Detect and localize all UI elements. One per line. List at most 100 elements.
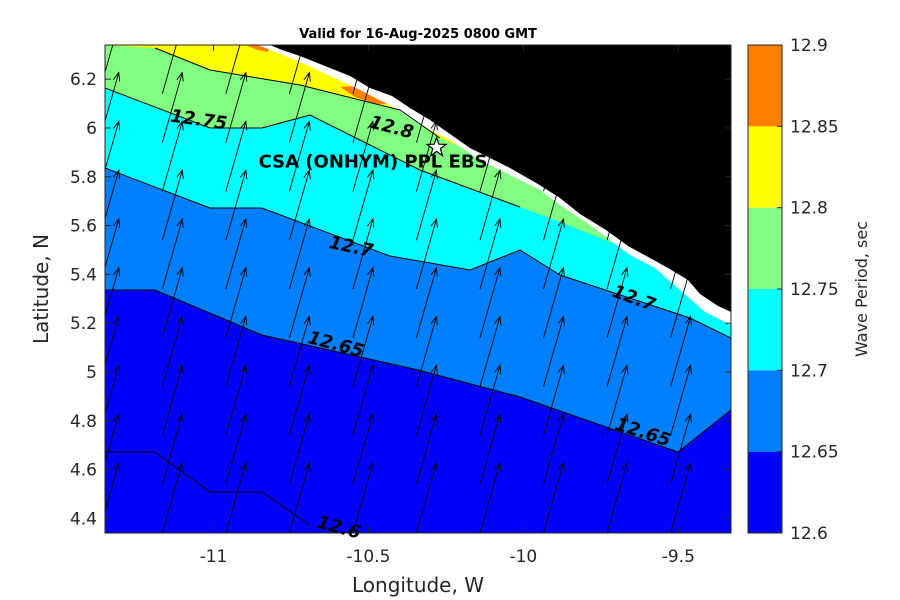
colorbar: 12.6 12.65 12.7 12.75 12.8 12.85 12.9 bbox=[747, 36, 839, 544]
wave-vector bbox=[161, 461, 184, 533]
wave-vector bbox=[105, 266, 121, 318]
wave-vector bbox=[479, 120, 502, 192]
wave-vector bbox=[352, 120, 375, 192]
wave-vector bbox=[543, 120, 565, 192]
wave-vector bbox=[288, 71, 311, 143]
wave-vector bbox=[416, 71, 438, 143]
wave-vector bbox=[352, 217, 375, 290]
colorbar-tick-label: 12.7 bbox=[790, 361, 828, 381]
y-tick-label: 5.6 bbox=[70, 217, 97, 237]
y-tick-label: 6.2 bbox=[70, 70, 97, 90]
wave-vector bbox=[161, 266, 184, 338]
wave-vector bbox=[225, 71, 248, 143]
colorbar-tick-label: 12.85 bbox=[790, 117, 839, 137]
wave-vector bbox=[288, 364, 311, 436]
wave-vector bbox=[543, 71, 565, 143]
wave-vector bbox=[288, 169, 311, 241]
wave-vector bbox=[225, 120, 248, 192]
wave-vector bbox=[479, 461, 502, 533]
wave-vector bbox=[543, 413, 565, 485]
wave-vector bbox=[225, 461, 248, 533]
wave-vector bbox=[416, 217, 438, 290]
wave-vector bbox=[670, 71, 692, 143]
wave-vector bbox=[416, 461, 438, 533]
wave-vector bbox=[543, 217, 565, 290]
x-axis: -11 -10.5 -10 -9.5 bbox=[200, 45, 695, 567]
station-label: CSA (ONHYM) PPL EBS bbox=[259, 151, 488, 172]
wave-vector bbox=[543, 45, 558, 94]
wave-vector bbox=[479, 315, 502, 387]
y-tick-label: 5.8 bbox=[70, 168, 97, 188]
chart-title: Valid for 16-Aug-2025 0800 GMT bbox=[299, 27, 537, 42]
y-tick-label: 5.2 bbox=[70, 314, 97, 334]
wave-vector bbox=[225, 413, 248, 485]
x-tick-label: -10 bbox=[509, 547, 537, 567]
colorbar-label: Wave Period, sec bbox=[852, 221, 871, 357]
wave-vector bbox=[670, 266, 692, 338]
y-tick-label: 4.6 bbox=[70, 461, 97, 481]
wave-vector bbox=[105, 120, 121, 172]
wave-vector bbox=[416, 266, 438, 338]
wave-vector bbox=[225, 266, 248, 338]
wave-vector bbox=[479, 364, 502, 436]
wave-vector bbox=[479, 71, 502, 143]
wave-vector bbox=[352, 71, 375, 143]
wave-vector bbox=[352, 45, 368, 94]
wave-vector bbox=[161, 120, 184, 192]
wave-vector bbox=[416, 45, 431, 94]
colorbar-tick-label: 12.6 bbox=[790, 524, 828, 544]
wave-vector bbox=[162, 45, 163, 46]
colorbar-segment bbox=[748, 370, 782, 452]
wave-vector bbox=[288, 461, 311, 533]
wave-vector bbox=[225, 169, 248, 241]
wave-vector bbox=[105, 315, 121, 367]
wave-vector bbox=[105, 45, 114, 74]
wave-vector bbox=[606, 169, 629, 241]
contour-line-12.75 bbox=[105, 87, 521, 208]
wave-vector bbox=[670, 461, 692, 533]
wave-vector bbox=[225, 315, 248, 387]
wave-vector bbox=[105, 413, 121, 465]
wave-vector bbox=[416, 120, 438, 192]
wave-vector bbox=[416, 364, 438, 436]
wave-vector bbox=[606, 315, 629, 387]
wave-vector bbox=[416, 413, 438, 485]
wave-vector bbox=[352, 315, 375, 387]
wave-vector bbox=[670, 169, 692, 241]
y-axis-label: Latitude, N bbox=[29, 234, 53, 344]
wave-vector bbox=[225, 217, 248, 290]
station-star-icon bbox=[425, 135, 448, 158]
wave-vector bbox=[606, 217, 629, 290]
wave-vector bbox=[543, 45, 544, 46]
wave-vector bbox=[288, 120, 311, 192]
colorbar-segment bbox=[748, 451, 782, 533]
wave-vector bbox=[734, 0, 755, 45]
contour-line-12.8 bbox=[154, 47, 441, 139]
wave-vector bbox=[352, 461, 375, 533]
wave-vector bbox=[416, 315, 438, 387]
wave-vector bbox=[105, 461, 121, 513]
contour-line-12.7 bbox=[105, 167, 731, 339]
plot-frame bbox=[104, 44, 732, 534]
wave-vector bbox=[543, 364, 565, 436]
colorbar-segment bbox=[748, 289, 782, 371]
wave-vector bbox=[161, 315, 184, 387]
wave-vector bbox=[352, 364, 375, 436]
colorbar-tick-label: 12.9 bbox=[790, 36, 828, 56]
wave-vector bbox=[479, 217, 502, 290]
wave-vector bbox=[105, 71, 121, 123]
x-tick-label: -9.5 bbox=[662, 547, 695, 567]
y-tick-label: 5.4 bbox=[70, 265, 97, 285]
wave-vector bbox=[288, 315, 311, 387]
wave-vector bbox=[161, 45, 177, 94]
wave-vector bbox=[105, 169, 121, 221]
wave-vector bbox=[670, 364, 692, 436]
y-tick-label: 5 bbox=[86, 363, 97, 383]
colorbar-tick-label: 12.75 bbox=[790, 280, 839, 300]
wave-vector bbox=[479, 169, 502, 241]
wave-vector bbox=[606, 461, 629, 533]
wave-vector bbox=[670, 217, 692, 290]
station-marker: CSA (ONHYM) PPL EBS bbox=[259, 135, 488, 172]
wave-vector bbox=[352, 266, 375, 338]
